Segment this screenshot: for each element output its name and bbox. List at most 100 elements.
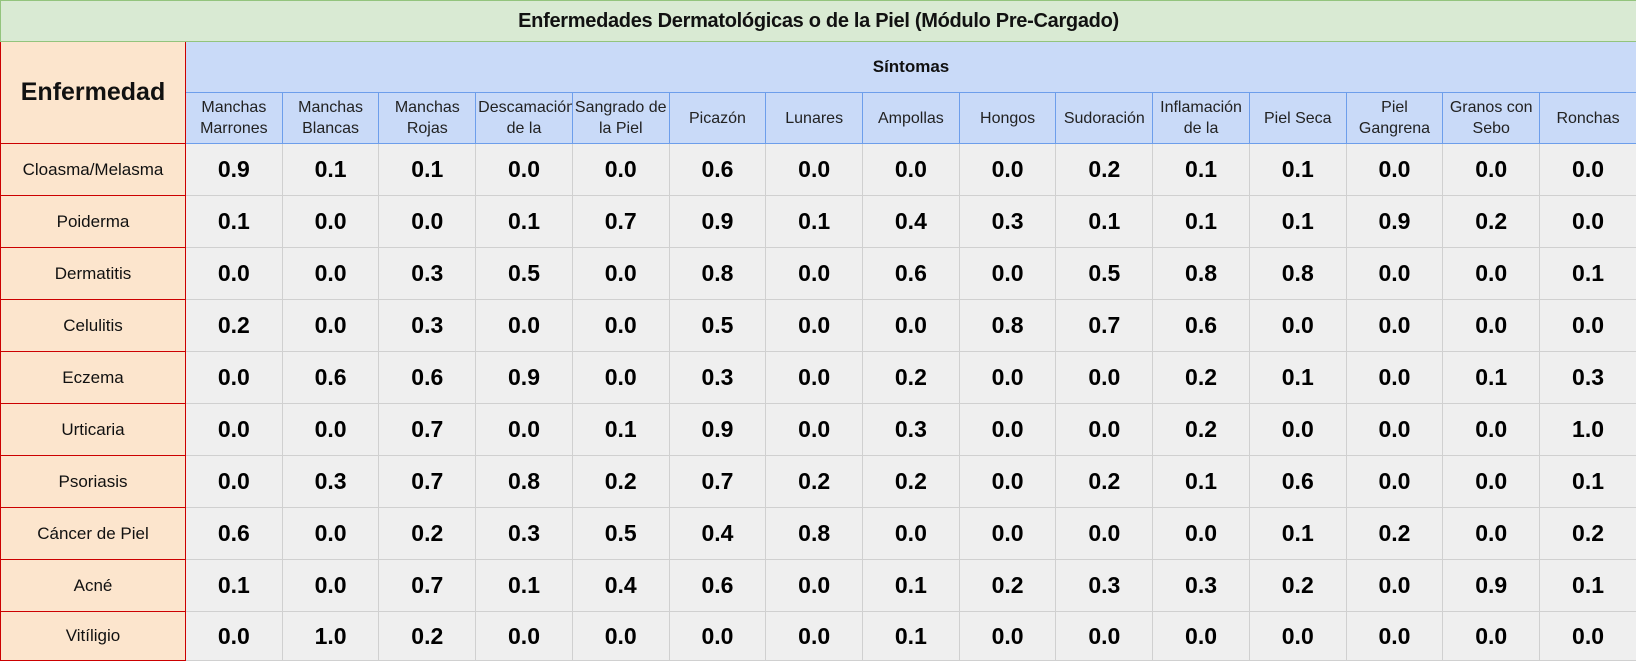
probability-cell[interactable]: 0.0 [572,612,669,661]
probability-cell[interactable]: 0.0 [186,456,283,508]
probability-cell[interactable]: 0.0 [1346,352,1443,404]
probability-cell[interactable]: 0.4 [572,560,669,612]
probability-cell[interactable]: 0.1 [186,196,283,248]
probability-cell[interactable]: 0.1 [1249,352,1346,404]
probability-cell[interactable]: 0.2 [1056,456,1153,508]
probability-cell[interactable]: 0.2 [1056,144,1153,196]
probability-cell[interactable]: 0.0 [1249,300,1346,352]
probability-cell[interactable]: 0.6 [669,144,766,196]
disease-name-cell[interactable]: Cloasma/Melasma [1,144,186,196]
probability-cell[interactable]: 0.0 [1443,144,1540,196]
probability-cell[interactable]: 0.7 [1056,300,1153,352]
probability-cell[interactable]: 0.3 [1056,560,1153,612]
disease-column-header[interactable]: Enfermedad [1,42,186,144]
probability-cell[interactable]: 0.0 [766,144,863,196]
probability-cell[interactable]: 0.2 [379,612,476,661]
probability-cell[interactable]: 1.0 [282,612,379,661]
probability-cell[interactable]: 0.0 [766,352,863,404]
probability-cell[interactable]: 0.0 [766,300,863,352]
probability-cell[interactable]: 0.2 [863,456,960,508]
probability-cell[interactable]: 0.2 [186,300,283,352]
probability-cell[interactable]: 0.2 [1540,508,1636,560]
probability-cell[interactable]: 0.0 [282,300,379,352]
probability-cell[interactable]: 0.0 [1056,404,1153,456]
probability-cell[interactable]: 0.1 [1540,248,1636,300]
probability-cell[interactable]: 0.0 [959,352,1056,404]
probability-cell[interactable]: 0.0 [959,508,1056,560]
symptom-column-header[interactable]: Manchas Marrones [186,93,283,144]
probability-cell[interactable]: 0.2 [1249,560,1346,612]
probability-cell[interactable]: 0.1 [1540,560,1636,612]
sheet-title[interactable]: Enfermedades Dermatológicas o de la Piel… [1,1,1636,42]
symptom-column-header[interactable]: Sudoración [1056,93,1153,144]
disease-name-cell[interactable]: Urticaria [1,404,186,456]
symptom-column-header[interactable]: Picazón [669,93,766,144]
probability-cell[interactable]: 0.0 [1056,508,1153,560]
probability-cell[interactable]: 0.0 [1443,456,1540,508]
probability-cell[interactable]: 0.0 [1056,352,1153,404]
probability-cell[interactable]: 0.0 [1346,248,1443,300]
probability-cell[interactable]: 0.2 [863,352,960,404]
probability-cell[interactable]: 0.0 [282,248,379,300]
probability-cell[interactable]: 0.2 [766,456,863,508]
probability-cell[interactable]: 0.0 [1443,300,1540,352]
probability-cell[interactable]: 0.0 [1346,144,1443,196]
probability-cell[interactable]: 0.0 [863,300,960,352]
probability-cell[interactable]: 0.7 [572,196,669,248]
probability-cell[interactable]: 0.3 [282,456,379,508]
probability-cell[interactable]: 0.6 [669,560,766,612]
probability-cell[interactable]: 0.1 [863,612,960,661]
probability-cell[interactable]: 0.8 [766,508,863,560]
probability-cell[interactable]: 0.9 [669,404,766,456]
probability-cell[interactable]: 0.7 [669,456,766,508]
symptom-column-header[interactable]: Inflamación de la [1153,93,1250,144]
probability-cell[interactable]: 0.1 [1249,196,1346,248]
probability-cell[interactable]: 0.3 [476,508,573,560]
probability-cell[interactable]: 0.8 [1249,248,1346,300]
probability-cell[interactable]: 0.0 [1346,560,1443,612]
probability-cell[interactable]: 0.7 [379,456,476,508]
probability-cell[interactable]: 0.0 [1443,612,1540,661]
probability-cell[interactable]: 0.0 [1540,300,1636,352]
probability-cell[interactable]: 0.5 [669,300,766,352]
probability-cell[interactable]: 0.0 [186,352,283,404]
probability-cell[interactable]: 0.0 [282,508,379,560]
probability-cell[interactable]: 0.2 [1346,508,1443,560]
probability-cell[interactable]: 0.0 [1443,404,1540,456]
probability-cell[interactable]: 0.0 [766,612,863,661]
probability-cell[interactable]: 0.0 [1346,612,1443,661]
probability-cell[interactable]: 0.5 [476,248,573,300]
probability-cell[interactable]: 0.9 [669,196,766,248]
probability-cell[interactable]: 0.1 [1249,144,1346,196]
probability-cell[interactable]: 0.1 [476,196,573,248]
probability-cell[interactable]: 0.3 [1153,560,1250,612]
probability-cell[interactable]: 0.8 [959,300,1056,352]
probability-cell[interactable]: 0.2 [379,508,476,560]
probability-cell[interactable]: 0.0 [1346,300,1443,352]
probability-cell[interactable]: 0.1 [379,144,476,196]
probability-cell[interactable]: 0.1 [572,404,669,456]
probability-cell[interactable]: 0.3 [1540,352,1636,404]
symptom-column-header[interactable]: Ampollas [863,93,960,144]
symptom-column-header[interactable]: Hongos [959,93,1056,144]
probability-cell[interactable]: 0.0 [959,248,1056,300]
probability-cell[interactable]: 0.0 [186,612,283,661]
probability-cell[interactable]: 0.0 [572,352,669,404]
probability-cell[interactable]: 0.0 [1153,508,1250,560]
probability-cell[interactable]: 0.8 [476,456,573,508]
probability-cell[interactable]: 0.0 [1153,612,1250,661]
probability-cell[interactable]: 0.1 [476,560,573,612]
disease-name-cell[interactable]: Poiderma [1,196,186,248]
probability-cell[interactable]: 0.3 [959,196,1056,248]
symptom-column-header[interactable]: Lunares [766,93,863,144]
symptoms-group-header[interactable]: Síntomas [186,42,1636,93]
probability-cell[interactable]: 0.0 [1249,612,1346,661]
disease-name-cell[interactable]: Eczema [1,352,186,404]
probability-cell[interactable]: 0.9 [1346,196,1443,248]
symptom-column-header[interactable]: Piel Seca [1249,93,1346,144]
probability-cell[interactable]: 0.9 [1443,560,1540,612]
probability-cell[interactable]: 0.0 [282,560,379,612]
probability-cell[interactable]: 0.0 [959,404,1056,456]
probability-cell[interactable]: 0.5 [572,508,669,560]
probability-cell[interactable]: 0.0 [1443,508,1540,560]
